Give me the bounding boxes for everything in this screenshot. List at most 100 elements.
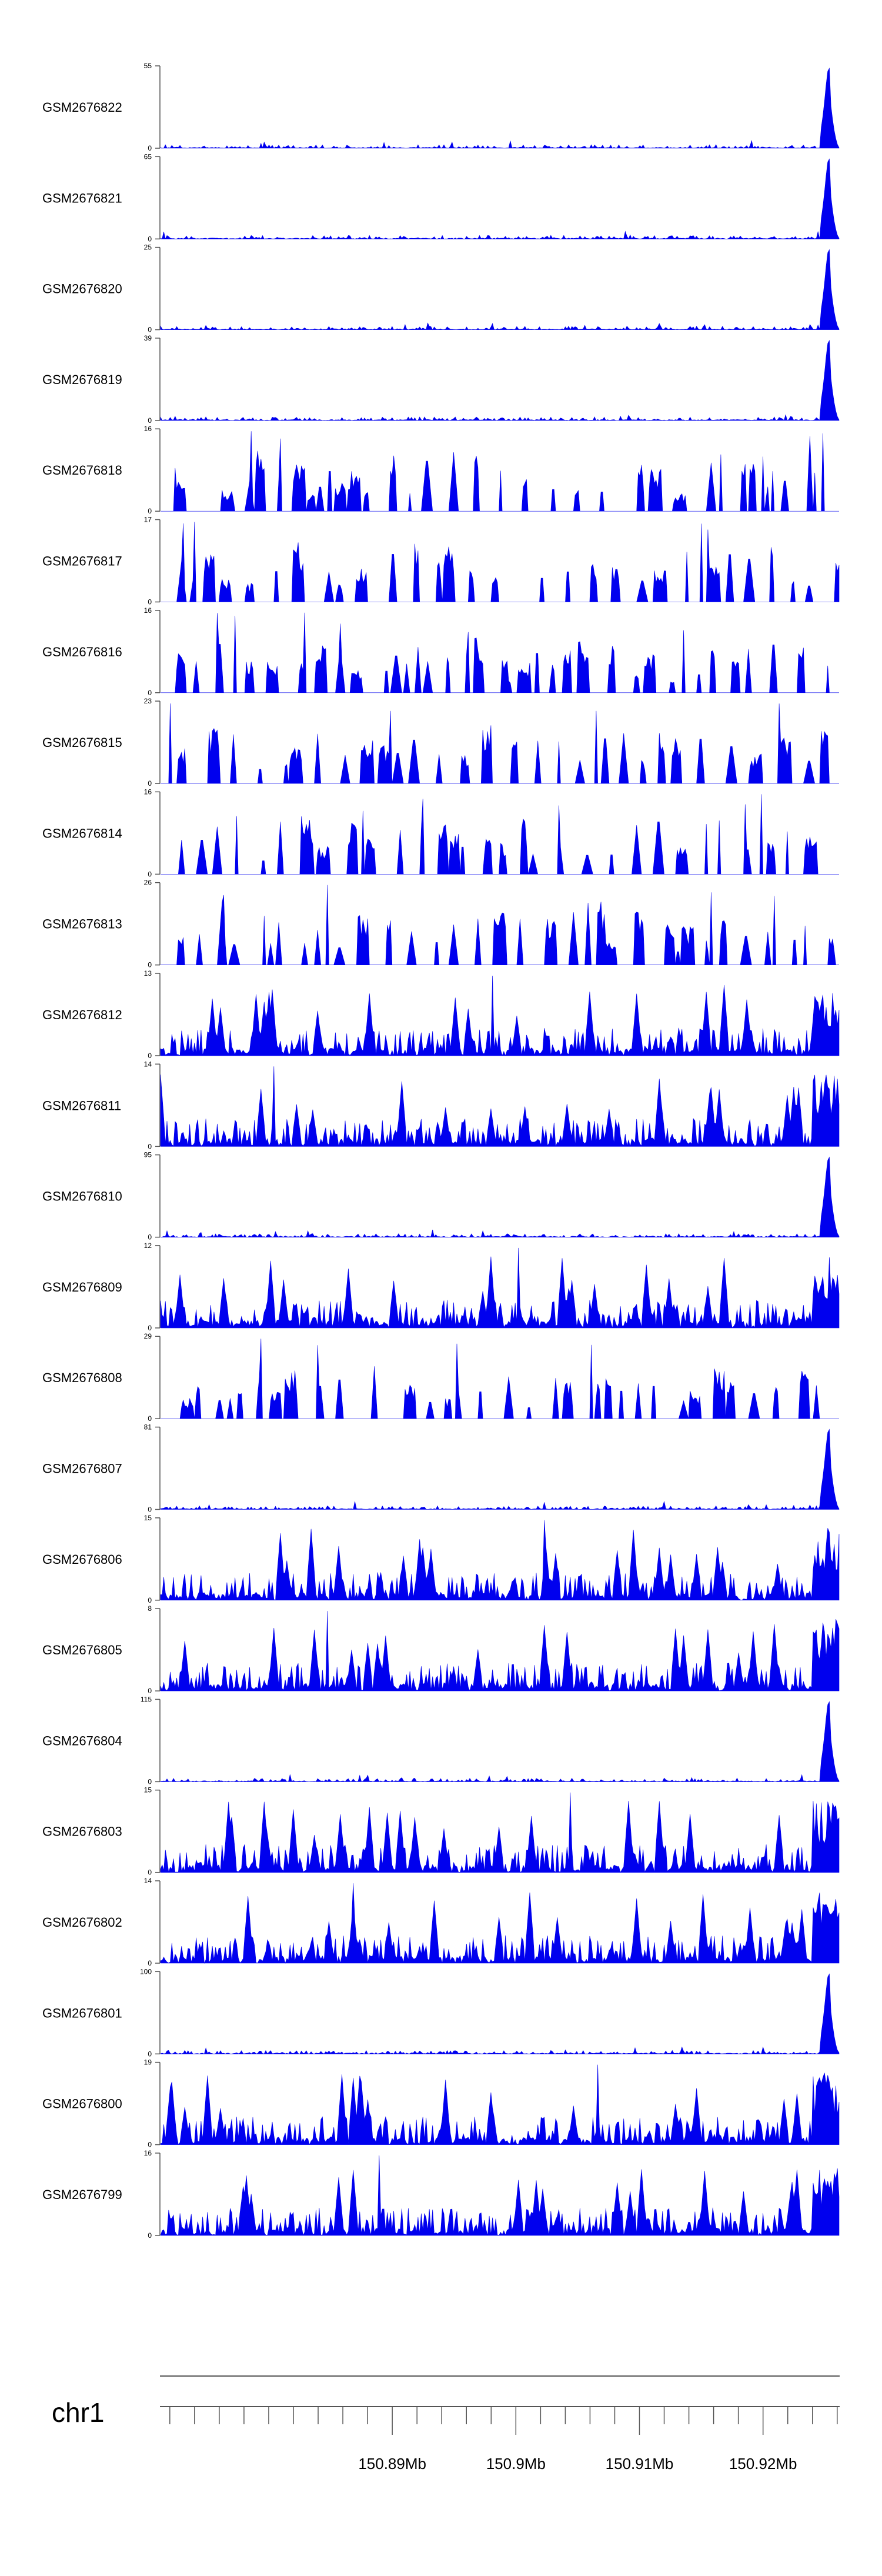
y-tick-min: 0: [148, 689, 152, 697]
track-label: GSM2676799: [42, 2187, 122, 2202]
track-GSM2676807: GSM2676807 81 0: [42, 1423, 840, 1514]
y-tick-min: 0: [148, 2231, 152, 2240]
coverage-area: [161, 703, 839, 784]
y-tick-min: 0: [148, 235, 152, 243]
y-tick-max: 17: [144, 516, 152, 524]
coverage-area: [160, 1247, 840, 1329]
position-label: 150.91Mb: [606, 2455, 674, 2472]
track-label: GSM2676815: [42, 735, 122, 750]
y-tick-min: 0: [148, 1414, 152, 1423]
y-tick-max: 39: [144, 334, 152, 342]
track-label: GSM2676804: [42, 1733, 122, 1748]
track-label: GSM2676820: [42, 282, 122, 296]
track-GSM2676822: GSM2676822 55 0: [42, 62, 840, 152]
coverage-area: [160, 339, 840, 421]
track-GSM2676800: GSM2676800 19 0: [42, 2058, 840, 2149]
y-tick-max: 26: [144, 879, 152, 887]
y-tick-max: 15: [144, 1786, 152, 1794]
y-tick-min: 0: [148, 1142, 152, 1150]
y-tick-max: 8: [148, 1604, 152, 1613]
y-tick-max: 55: [144, 62, 152, 70]
track-GSM2676815: GSM2676815 23 0: [42, 697, 839, 788]
coverage-area: [161, 431, 839, 512]
track-GSM2676817: GSM2676817 17 0: [42, 516, 840, 606]
y-tick-max: 15: [144, 1514, 152, 1522]
y-tick-max: 25: [144, 243, 152, 252]
track-label: GSM2676808: [42, 1370, 122, 1385]
y-tick-min: 0: [148, 144, 152, 152]
tracks-layer: GSM2676822550GSM2676821650GSM2676820250G…: [42, 62, 840, 2240]
y-tick-min: 0: [148, 961, 152, 969]
y-tick-min: 0: [148, 2141, 152, 2149]
track-GSM2676816: GSM2676816 16 0: [42, 606, 839, 697]
y-tick-max: 16: [144, 606, 152, 615]
y-tick-max: 16: [144, 425, 152, 433]
y-tick-max: 16: [144, 2149, 152, 2157]
y-tick-max: 81: [144, 1423, 152, 1432]
y-tick-min: 0: [148, 1868, 152, 1877]
y-tick-min: 0: [148, 1687, 152, 1695]
coverage-area: [160, 2064, 840, 2145]
track-label: GSM2676817: [42, 554, 122, 569]
track-GSM2676806: GSM2676806 15 0: [42, 1514, 840, 1604]
track-label: GSM2676814: [42, 826, 122, 840]
coverage-area: [160, 1429, 840, 1510]
coverage-area: [161, 1339, 839, 1419]
track-label: GSM2676816: [42, 645, 122, 659]
position-label: 150.9Mb: [486, 2455, 546, 2472]
track-label: GSM2676809: [42, 1280, 122, 1294]
coverage-area: [160, 158, 840, 239]
track-label: GSM2676821: [42, 191, 122, 205]
track-GSM2676813: GSM2676813 26 0: [42, 879, 839, 969]
track-label: GSM2676812: [42, 1007, 122, 1022]
y-tick-max: 29: [144, 1332, 152, 1340]
track-GSM2676804: GSM2676804 115 0: [42, 1695, 840, 1786]
track-GSM2676810: GSM2676810 95 0: [42, 1151, 840, 1242]
track-GSM2676821: GSM2676821 65 0: [42, 152, 840, 243]
y-tick-min: 0: [148, 2050, 152, 2058]
track-GSM2676808: GSM2676808 29 0: [42, 1332, 839, 1423]
y-tick-max: 14: [144, 1877, 152, 1885]
coverage-area: [160, 1883, 840, 1964]
track-GSM2676819: GSM2676819 39 0: [42, 334, 840, 425]
track-label: GSM2676802: [42, 1915, 122, 1930]
track-label: GSM2676807: [42, 1461, 122, 1476]
chromosome-label: chr1: [52, 2397, 104, 2428]
track-GSM2676809: GSM2676809 12 0: [42, 1242, 840, 1332]
y-tick-max: 12: [144, 1242, 152, 1250]
y-tick-min: 0: [148, 1959, 152, 1967]
coverage-area: [160, 975, 840, 1056]
coverage-area: [161, 612, 839, 693]
track-GSM2676811: GSM2676811 14 0: [42, 1060, 840, 1150]
y-tick-min: 0: [148, 779, 152, 788]
coverage-area: [160, 1701, 840, 1783]
coverage-area: [160, 1792, 840, 1873]
coverage-area: [160, 249, 840, 331]
y-tick-max: 14: [144, 1060, 152, 1068]
track-label: GSM2676806: [42, 1552, 122, 1567]
coverage-area: [161, 794, 839, 875]
track-GSM2676799: GSM2676799 16 0: [42, 2149, 840, 2240]
position-label: 150.92Mb: [729, 2455, 797, 2472]
track-label: GSM2676813: [42, 917, 122, 932]
track-GSM2676805: GSM2676805 8 0: [42, 1604, 840, 1695]
y-tick-max: 13: [144, 969, 152, 977]
track-label: GSM2676805: [42, 1643, 122, 1657]
coverage-area: [161, 522, 840, 602]
y-tick-min: 0: [148, 1506, 152, 1514]
y-tick-min: 0: [148, 1233, 152, 1242]
genome-axis: chr1 150.89Mb 150.9Mb 150.91Mb 150.92Mb: [52, 2375, 840, 2472]
coverage-area: [160, 67, 840, 149]
track-label: GSM2676819: [42, 372, 122, 387]
coverage-area: [160, 1973, 840, 2054]
track-GSM2676803: GSM2676803 15 0: [42, 1786, 840, 1877]
track-label: GSM2676818: [42, 463, 122, 478]
track-GSM2676814: GSM2676814 16 0: [42, 788, 839, 878]
y-tick-min: 0: [148, 870, 152, 878]
track-GSM2676812: GSM2676812 13 0: [42, 969, 840, 1060]
y-tick-min: 0: [148, 1596, 152, 1604]
track-label: GSM2676822: [42, 100, 122, 115]
track-label: GSM2676810: [42, 1189, 122, 1204]
track-GSM2676801: GSM2676801 100 0: [42, 1967, 840, 2058]
